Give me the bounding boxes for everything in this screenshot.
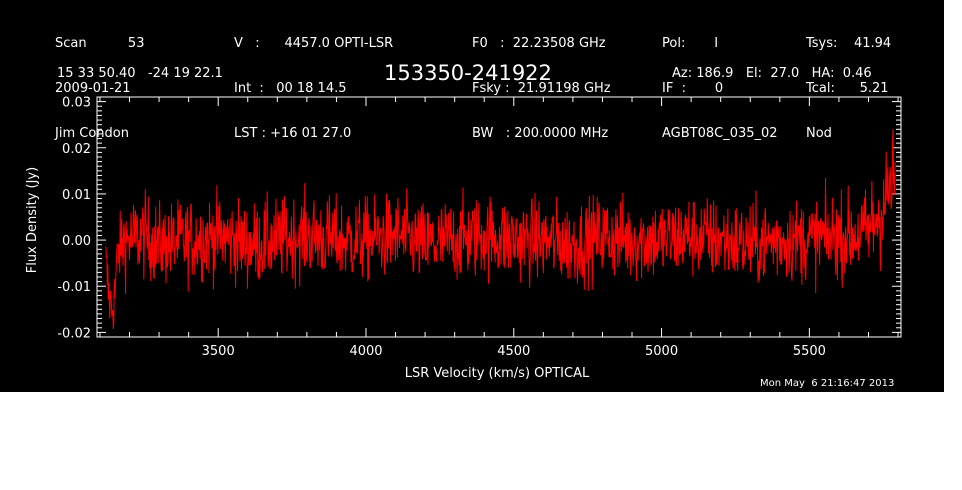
tcal: Tcal: 5.21: [806, 81, 889, 96]
x-tick-label: 5500: [793, 344, 826, 359]
timestamp: Mon May 6 21:16:47 2013: [760, 378, 895, 389]
polarization: Pol: I: [662, 36, 719, 51]
spectrum-chart: 3500 4000 4500 5000 5500 -0.02 -0.01 0.00 0.01 0.…: [25, 96, 902, 381]
tsys: Tsys: 41.94: [806, 36, 892, 51]
plot-panel: Scan 53 2009-01-21 Jim Condon V : 4457.0…: [0, 0, 944, 392]
x-tick-label: 3500: [202, 344, 235, 359]
frequency-info: F0 : 22.23508 GHz Fsky : 21.91198 GHz BW…: [472, 6, 611, 171]
sky-frequency: Fsky : 21.91198 GHz: [472, 81, 611, 96]
source-coords: 15 33 50.40 -24 19 22.1: [57, 66, 223, 81]
pol-info: Pol: I IF : 0 AGBT08C_035_02: [662, 6, 778, 171]
velocity: V : 4457.0 OPTI-LSR: [234, 36, 394, 51]
y-axis-title: Flux Density (Jy): [25, 167, 40, 273]
tsys-info: Tsys: 41.94 Tcal: 5.21 Nod: [806, 6, 891, 171]
y-tick-label: 0.02: [62, 142, 91, 157]
x-tick-label: 5000: [645, 344, 678, 359]
velocity-info: V : 4457.0 OPTI-LSR Int : 00 18 14.5 LST…: [234, 6, 393, 171]
integration-time: Int : 00 18 14.5: [234, 81, 347, 96]
y-tick-label: 0.00: [62, 234, 91, 249]
y-tick-label: 0.01: [62, 188, 91, 203]
y-tick-label: -0.02: [57, 326, 91, 341]
source-name: 153350-241922: [384, 61, 552, 85]
y-tick-label: -0.01: [57, 280, 91, 295]
rest-frequency: F0 : 22.23508 GHz: [472, 36, 606, 51]
obs-date: 2009-01-21: [55, 81, 131, 96]
y-tick-label: 0.03: [62, 96, 91, 111]
project-id: AGBT08C_035_02: [662, 126, 778, 141]
az-el-ha: Az: 186.9 El: 27.0 HA: 0.46: [672, 66, 872, 81]
if-number: IF : 0: [662, 81, 724, 96]
observer: Jim Condon: [55, 126, 129, 141]
lst: LST : +16 01 27.0: [234, 126, 352, 141]
x-axis-title: LSR Velocity (km/s) OPTICAL: [405, 366, 590, 381]
proc-type: Nod: [806, 126, 832, 141]
bandwidth: BW : 200.0000 MHz: [472, 126, 609, 141]
scan-info: Scan 53 2009-01-21 Jim Condon: [55, 6, 144, 171]
spectrum-line: [105, 129, 896, 330]
x-tick-label: 4500: [497, 344, 530, 359]
x-tick-label: 4000: [349, 344, 382, 359]
scan-number: Scan 53: [55, 36, 145, 51]
